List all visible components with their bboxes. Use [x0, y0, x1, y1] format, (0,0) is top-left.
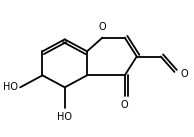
Text: HO: HO: [3, 82, 18, 92]
Text: HO: HO: [57, 112, 72, 122]
Text: O: O: [121, 100, 129, 110]
Text: O: O: [99, 22, 106, 32]
Text: O: O: [180, 69, 188, 79]
